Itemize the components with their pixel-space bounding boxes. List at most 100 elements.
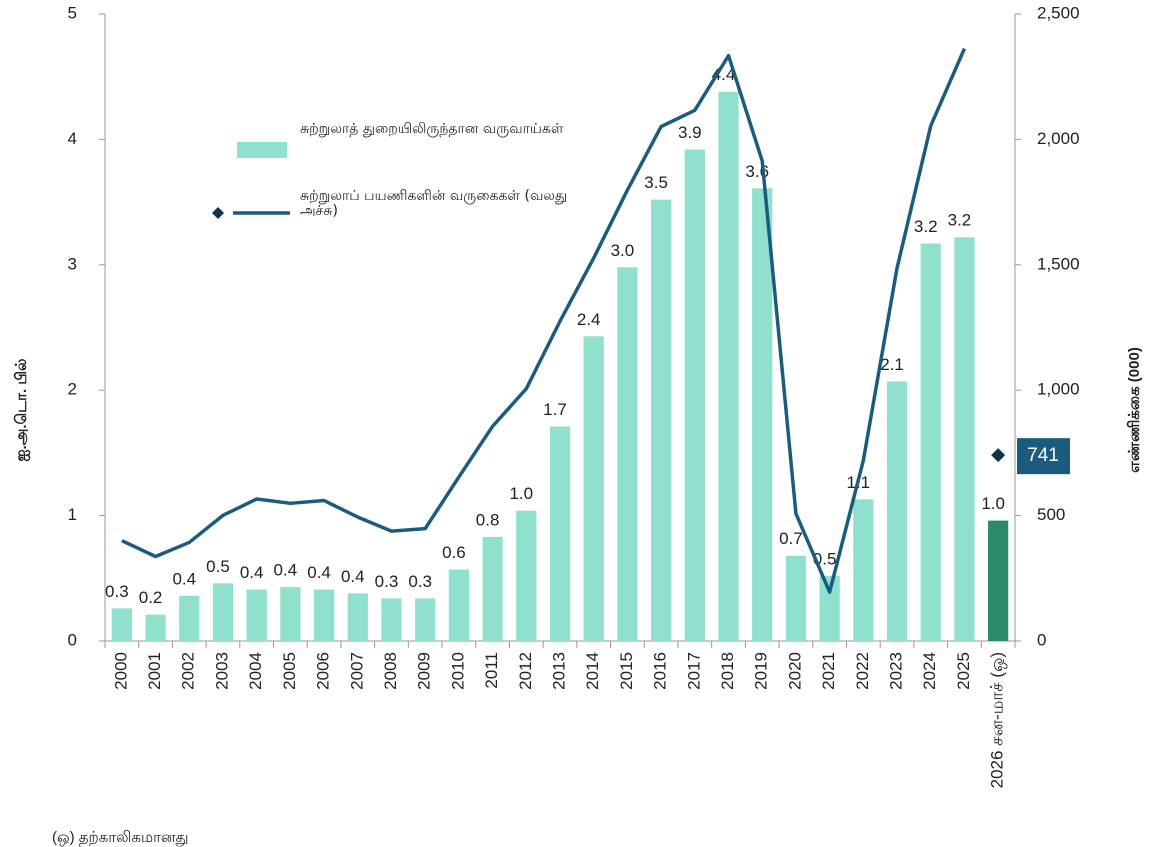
x-tick-label: 2022 xyxy=(853,652,872,690)
data-label: 0.4 xyxy=(274,561,298,580)
bar xyxy=(684,149,705,641)
y-tick-label: 5 xyxy=(68,3,77,22)
bar xyxy=(583,336,604,641)
bar xyxy=(886,381,908,641)
x-tick-label: 2010 xyxy=(448,652,467,690)
x-tick-label: 2013 xyxy=(549,652,568,690)
x-tick-label: 2016 xyxy=(651,652,670,690)
bar xyxy=(718,91,739,642)
line xyxy=(121,47,967,594)
y-axis-label: ஐ.அ.டொ. பில் xyxy=(13,359,30,462)
legend-marker xyxy=(212,207,224,219)
data-label: 0.4 xyxy=(307,563,331,582)
legend-label: சுற்றுலாத் துறையிலிருந்தான வருவாய்கள் xyxy=(300,122,564,137)
annotation-box xyxy=(1017,438,1070,475)
data-label: 1.0 xyxy=(981,494,1005,513)
y2-tick-label: 500 xyxy=(1037,505,1065,524)
x-tick-label: 2021 xyxy=(819,652,838,690)
data-label: 0.3 xyxy=(105,582,129,601)
bar xyxy=(954,237,975,641)
y-tick-label: 2 xyxy=(68,380,77,399)
data-label: 0.3 xyxy=(408,572,432,591)
x-tick-label: 2009 xyxy=(415,652,434,690)
x-tick-label: 2003 xyxy=(212,652,231,690)
x-tick-label: 2012 xyxy=(516,652,535,690)
legend-entry: சுற்றுலாப் பயணிகளின் வருகைகள் (வலது அச்ச… xyxy=(300,189,568,219)
x-tick-label: 2011 xyxy=(482,652,501,689)
x-tick-label: 2024 xyxy=(920,652,939,690)
data-label: 0.2 xyxy=(139,588,163,607)
x-tick-label: 2005 xyxy=(280,652,299,690)
data-label: 0.5 xyxy=(206,557,230,576)
bar xyxy=(145,614,166,641)
y2-tick-label: 1,500 xyxy=(1037,254,1080,273)
x-tick-label: 2002 xyxy=(179,652,198,690)
data-label: 3.2 xyxy=(914,217,938,236)
data-label: 4.4 xyxy=(712,65,736,84)
data-label: 3.9 xyxy=(678,123,702,142)
x-tick-label: 2006 xyxy=(314,652,333,690)
data-label: 0.4 xyxy=(240,563,264,582)
data-label: 3.5 xyxy=(644,173,668,192)
bar xyxy=(785,555,807,641)
y2-tick-label: 0 xyxy=(1037,630,1046,649)
x-tick-label: 2001 xyxy=(145,652,164,690)
data-label: 1.0 xyxy=(509,484,533,503)
y-tick-label: 3 xyxy=(68,254,77,273)
x-tick-label: 2008 xyxy=(381,652,400,690)
bar xyxy=(313,589,335,641)
bar xyxy=(179,595,200,641)
x-tick-label: 2018 xyxy=(718,652,737,690)
bar xyxy=(920,243,941,641)
y2-tick-label: 2,000 xyxy=(1037,129,1080,148)
bar xyxy=(482,536,503,641)
legend-swatch xyxy=(237,142,287,158)
bar xyxy=(212,583,234,641)
data-label: 0.4 xyxy=(341,567,365,586)
x-tick-label: 2014 xyxy=(583,652,602,690)
footnote: (ஒ) தற்காலிகமானது xyxy=(52,829,188,846)
bar xyxy=(415,598,436,641)
data-label: 0.7 xyxy=(779,529,803,548)
bar xyxy=(819,575,840,641)
bar xyxy=(448,569,469,641)
bar xyxy=(853,499,874,641)
y-tick-label: 4 xyxy=(68,129,77,148)
bar xyxy=(381,598,402,641)
bar xyxy=(347,593,368,641)
legend-entry: சுற்றுலாத் துறையிலிருந்தான வருவாய்கள் xyxy=(300,122,564,137)
data-label: 0.4 xyxy=(172,569,196,588)
data-label: 0.3 xyxy=(375,572,399,591)
data-label: 0.8 xyxy=(476,510,500,529)
data-label: 3.0 xyxy=(611,241,635,260)
bar xyxy=(280,587,301,641)
x-tick-label: 2000 xyxy=(111,652,130,690)
y2-tick-label: 2,500 xyxy=(1037,3,1080,22)
x-tick-label: 2015 xyxy=(617,652,636,690)
y-tick-label: 1 xyxy=(68,505,77,524)
bar xyxy=(617,267,638,641)
y-tick-label: 0 xyxy=(68,630,77,649)
bar xyxy=(651,199,672,642)
data-label: 0.6 xyxy=(442,543,466,562)
y2-tick-label: 1,000 xyxy=(1037,380,1080,399)
x-tick-label: 2023 xyxy=(887,652,906,690)
annotation-marker xyxy=(991,448,1006,463)
data-label: 3.2 xyxy=(948,211,972,230)
data-label: 1.7 xyxy=(543,400,567,419)
bar xyxy=(988,520,1009,641)
bar xyxy=(752,188,773,641)
x-tick-label: 2017 xyxy=(684,652,703,690)
data-label: 2.1 xyxy=(880,355,904,374)
bar xyxy=(111,608,132,641)
data-label: 2.4 xyxy=(577,310,601,329)
x-tick-label: 2026 சன-மாச் (ஒ) xyxy=(988,652,1007,788)
bar xyxy=(516,510,537,641)
legend-label: சுற்றுலாப் பயணிகளின் வருகைகள் (வலது அச்ச… xyxy=(300,189,568,219)
x-tick-label: 2004 xyxy=(246,652,265,690)
annotation-label: 741 xyxy=(1027,445,1059,466)
x-tick-label: 2019 xyxy=(752,652,771,690)
bar xyxy=(246,589,267,641)
x-tick-label: 2025 xyxy=(954,652,973,690)
